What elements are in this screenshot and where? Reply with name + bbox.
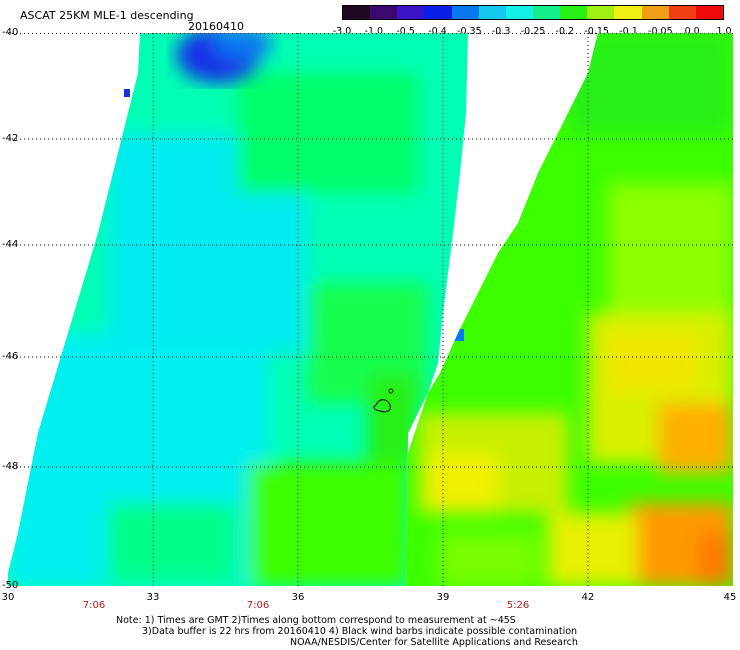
x-tick-label: 45 [723, 592, 737, 603]
colorbar-tick-label: 1.0 [716, 26, 732, 37]
colorbar-segment [451, 6, 479, 19]
colorbar-tick-label: 0.0 [684, 26, 700, 37]
colorbar-tick-label: -0.5 [396, 26, 415, 37]
time-label: 7:06 [246, 600, 270, 611]
colorbar-segment [370, 6, 398, 19]
map-title: ASCAT 25KM MLE-1 descending [20, 9, 194, 22]
colorbar-segment [695, 6, 723, 19]
x-tick-label: 42 [581, 592, 595, 603]
colorbar-segment [532, 6, 561, 19]
colorbar-tick-label: -0.25 [520, 26, 546, 37]
time-label: 7:06 [82, 600, 106, 611]
y-tick-label: -42 [2, 133, 19, 144]
y-tick-label: -44 [2, 239, 19, 250]
colorbar-labels: -3.0 -1.0 -0.5 -0.4 -0.35 -0.3 -0.25 -0.2 -0.15-… [330, 26, 740, 38]
blue-pixel-edge [124, 89, 130, 97]
contour-line [373, 399, 391, 413]
wind-map [8, 33, 733, 586]
colorbar-tick-label: -0.4 [428, 26, 447, 37]
colorbar-segment [478, 6, 506, 19]
y-tick-label: -46 [2, 351, 19, 362]
colorbar-tick-label: -0.1 [619, 26, 638, 37]
x-tick-label: 33 [146, 592, 160, 603]
blue-pixel-patch [454, 329, 464, 341]
y-tick-label: -40 [2, 27, 19, 38]
graticule [8, 33, 733, 586]
note-line-1: Note: 1) Times are GMT 2)Times along bot… [116, 615, 516, 626]
colorbar [342, 5, 724, 20]
contour-dot [388, 388, 394, 394]
colorbar-segment [668, 6, 696, 19]
colorbar-tick-label: -0.3 [491, 26, 511, 37]
colorbar-segment [397, 6, 425, 19]
note-line-3: NOAA/NESDIS/Center for Satellite Applica… [290, 637, 578, 648]
colorbar-tick-label: -0.15 [584, 26, 609, 37]
map-date: 20160410 [188, 20, 244, 33]
colorbar-tick-label: -0.35 [457, 26, 482, 37]
y-tick-label: -48 [2, 461, 19, 472]
colorbar-segment [587, 6, 615, 19]
note-line-2: 3)Data buffer is 22 hrs from 20160410 4)… [142, 626, 578, 637]
colorbar-tick-label: -0.05 [648, 26, 673, 37]
colorbar-segment [343, 6, 371, 19]
colorbar-segment [505, 6, 533, 19]
colorbar-segment [560, 6, 588, 19]
x-tick-label: 39 [436, 592, 450, 603]
y-tick-label: -50 [2, 580, 19, 591]
colorbar-segment [641, 6, 669, 19]
x-tick-label: 30 [1, 592, 15, 603]
colorbar-tick-label: -3.0 [332, 26, 352, 37]
colorbar-segment [614, 6, 642, 19]
time-label: 5:26 [506, 600, 530, 611]
colorbar-segment [424, 6, 452, 19]
colorbar-tick-label: -1.0 [364, 26, 384, 37]
colorbar-tick-label: -0.2 [555, 26, 575, 37]
x-tick-label: 36 [291, 592, 305, 603]
